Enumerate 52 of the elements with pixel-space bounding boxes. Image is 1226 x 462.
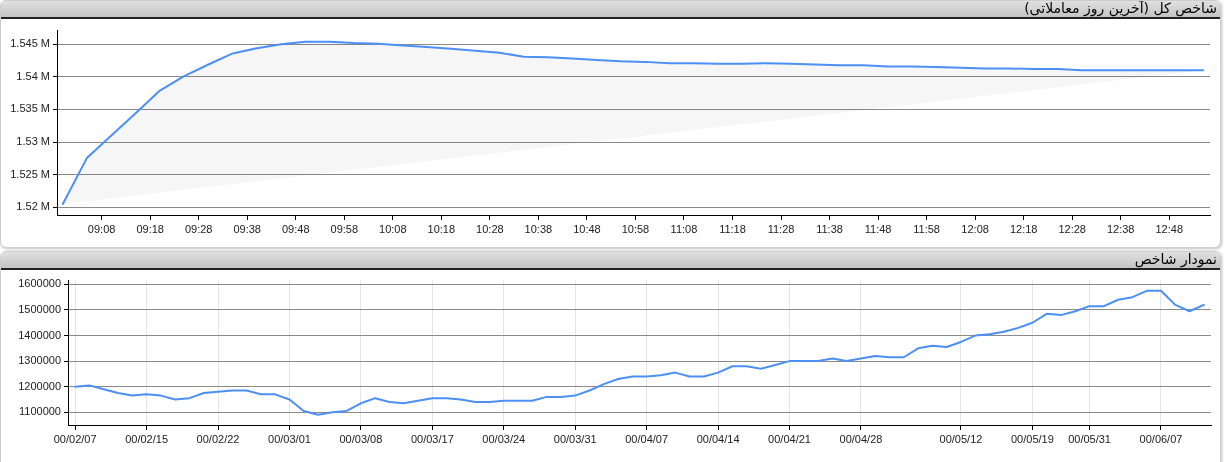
chart-title: نمودار شاخص [1134, 251, 1217, 269]
x-tick-label: 11:08 [670, 222, 698, 235]
x-tick-label: 12:48 [1155, 222, 1183, 235]
x-tick-label: 12:08 [961, 222, 989, 235]
x-tick-label: 11:28 [767, 222, 795, 235]
x-tick-label: 00/03/31 [553, 432, 597, 445]
y-tick-label: 1300000 [18, 354, 61, 367]
x-tick-label: 10:58 [621, 222, 650, 235]
x-tick-label: 09:48 [281, 222, 310, 235]
x-tick-label: 00/04/28 [839, 432, 883, 445]
x-tick-label: 00/05/31 [1068, 432, 1111, 445]
y-tick-label: 1200000 [18, 379, 61, 392]
y-tick-label: 1400000 [18, 328, 61, 341]
x-tick-label: 00/05/19 [1010, 432, 1054, 445]
x-tick-label: 11:58 [913, 222, 940, 235]
x-tick-label: 00/06/07 [1139, 432, 1183, 445]
x-tick-label: 00/05/12 [939, 432, 983, 445]
x-tick-label: 00/02/22 [196, 432, 240, 445]
y-tick-label: 1.52 M [16, 200, 50, 213]
x-tick-label: 00/03/24 [482, 432, 526, 445]
y-tick-label: 1500000 [18, 303, 61, 316]
x-tick-label: 00/04/21 [768, 432, 811, 445]
y-tick-label: 1.525 M [10, 167, 50, 180]
x-tick-label: 11:48 [864, 222, 892, 235]
x-tick-label: 11:18 [719, 222, 746, 235]
x-tick-label: 09:08 [87, 222, 116, 235]
y-tick-label: 1.545 M [10, 37, 50, 50]
x-tick-label: 12:18 [1009, 222, 1038, 235]
x-tick-label: 00/02/15 [125, 432, 168, 445]
y-tick-label: 1100000 [18, 405, 61, 418]
x-tick-label: 09:28 [184, 222, 213, 235]
x-tick-label: 00/02/07 [53, 432, 97, 445]
y-tick-label: 1.535 M [10, 102, 50, 115]
x-tick-label: 00/03/08 [339, 432, 383, 445]
x-tick-label: 10:08 [379, 222, 407, 235]
x-tick-label: 09:18 [136, 222, 164, 235]
x-tick-label: 12:38 [1106, 222, 1135, 235]
y-tick-label: 1.53 M [16, 135, 50, 148]
x-tick-label: 09:58 [330, 222, 359, 235]
x-tick-label: 00/03/01 [268, 432, 311, 445]
x-tick-label: 09:38 [233, 222, 261, 235]
y-tick-label: 1600000 [18, 277, 61, 290]
x-tick-label: 10:28 [476, 222, 504, 235]
x-tick-label: 10:48 [573, 222, 601, 235]
x-tick-label: 00/04/07 [625, 432, 669, 445]
x-tick-label: 00/04/14 [696, 432, 740, 445]
y-tick-label: 1.54 M [16, 69, 50, 82]
x-tick-label: 00/03/17 [410, 432, 454, 445]
x-tick-label: 11:38 [816, 222, 843, 235]
x-tick-label: 12:28 [1058, 222, 1086, 235]
x-tick-label: 10:38 [524, 222, 553, 235]
x-tick-label: 10:18 [427, 222, 456, 235]
